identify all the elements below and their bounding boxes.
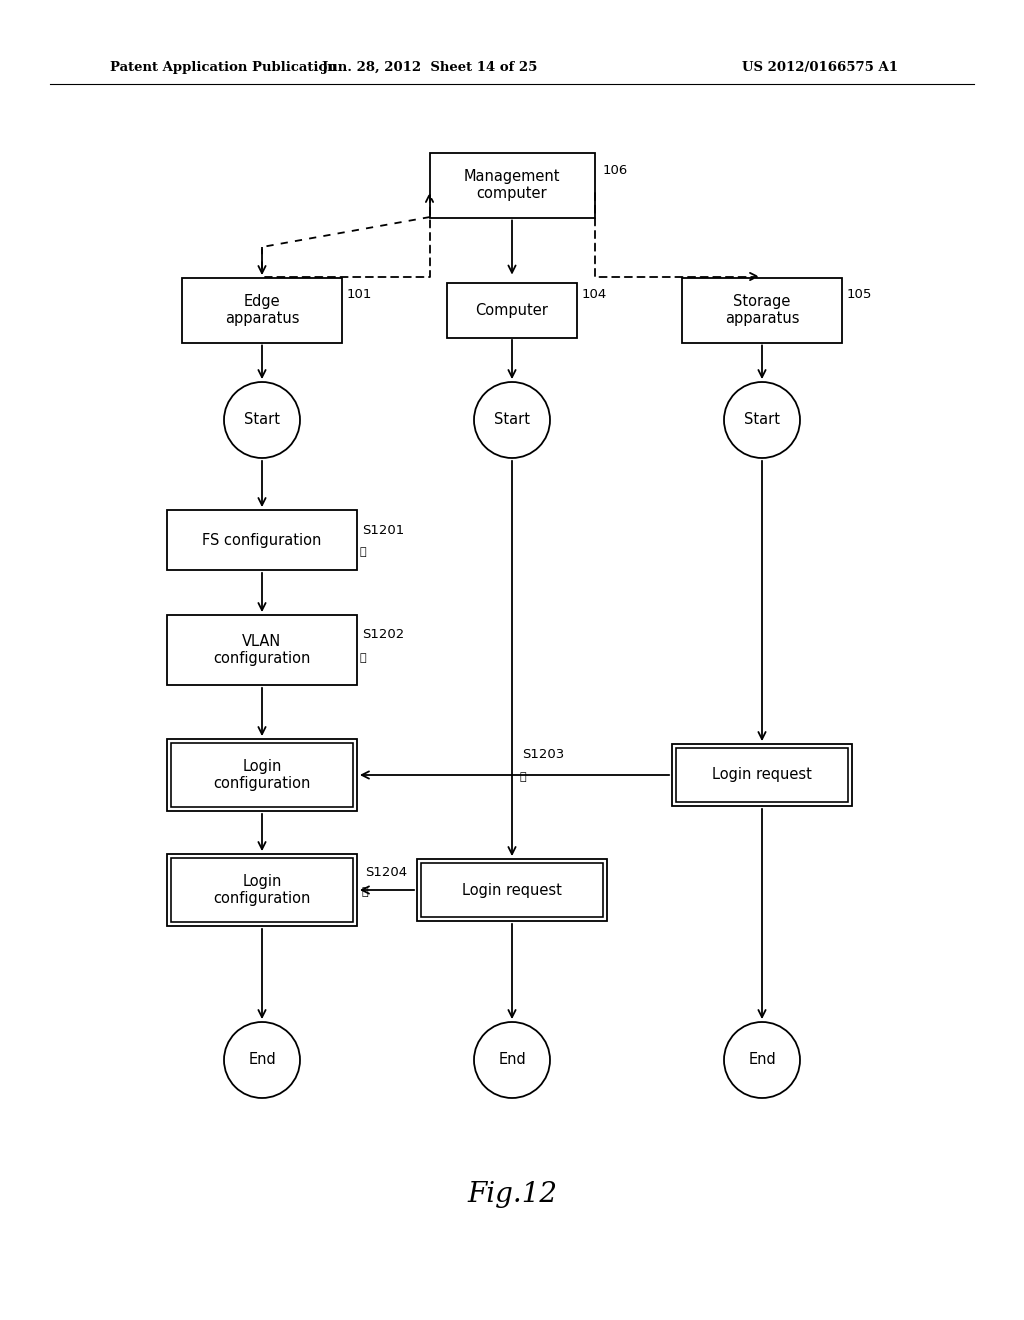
Text: VLAN
configuration: VLAN configuration <box>213 634 310 667</box>
Text: Login request: Login request <box>712 767 812 783</box>
Ellipse shape <box>224 1022 300 1098</box>
Text: Storage
apparatus: Storage apparatus <box>725 294 800 326</box>
Ellipse shape <box>474 381 550 458</box>
Text: End: End <box>749 1052 776 1068</box>
Text: Start: Start <box>494 412 530 428</box>
Bar <box>417 859 607 921</box>
Bar <box>167 854 357 927</box>
Text: S1202: S1202 <box>362 628 404 642</box>
Bar <box>421 863 603 917</box>
Text: 〜: 〜 <box>362 887 369 898</box>
Text: FS configuration: FS configuration <box>203 532 322 548</box>
Text: Login
configuration: Login configuration <box>213 874 310 907</box>
Bar <box>682 277 842 342</box>
Text: 〜: 〜 <box>360 546 367 557</box>
Text: Start: Start <box>244 412 280 428</box>
Text: US 2012/0166575 A1: US 2012/0166575 A1 <box>742 62 898 74</box>
Text: 〜: 〜 <box>520 772 526 781</box>
Bar <box>429 153 595 218</box>
Text: S1201: S1201 <box>362 524 404 536</box>
Text: 〜: 〜 <box>360 653 367 663</box>
Bar <box>167 510 357 570</box>
Bar <box>167 615 357 685</box>
Text: Jun. 28, 2012  Sheet 14 of 25: Jun. 28, 2012 Sheet 14 of 25 <box>323 62 538 74</box>
Text: End: End <box>248 1052 275 1068</box>
Ellipse shape <box>474 1022 550 1098</box>
Text: 101: 101 <box>347 289 373 301</box>
Text: S1203: S1203 <box>522 748 564 762</box>
Text: Fig.12: Fig.12 <box>467 1181 557 1209</box>
Bar <box>182 277 342 342</box>
Text: S1204: S1204 <box>365 866 408 879</box>
Bar <box>676 748 848 803</box>
Text: Computer: Computer <box>475 302 549 318</box>
Ellipse shape <box>724 1022 800 1098</box>
Bar <box>171 743 353 807</box>
Bar <box>672 744 852 807</box>
Text: Management
computer: Management computer <box>464 169 560 201</box>
Text: End: End <box>498 1052 526 1068</box>
Text: Patent Application Publication: Patent Application Publication <box>110 62 337 74</box>
Text: Login request: Login request <box>462 883 562 898</box>
Bar <box>167 739 357 810</box>
Text: Start: Start <box>744 412 780 428</box>
Bar <box>171 858 353 921</box>
Bar <box>447 282 577 338</box>
Text: Edge
apparatus: Edge apparatus <box>224 294 299 326</box>
Ellipse shape <box>224 381 300 458</box>
Ellipse shape <box>724 381 800 458</box>
Text: Login
configuration: Login configuration <box>213 759 310 791</box>
Text: 105: 105 <box>847 289 872 301</box>
Text: 104: 104 <box>582 289 607 301</box>
Text: 106: 106 <box>602 164 628 177</box>
